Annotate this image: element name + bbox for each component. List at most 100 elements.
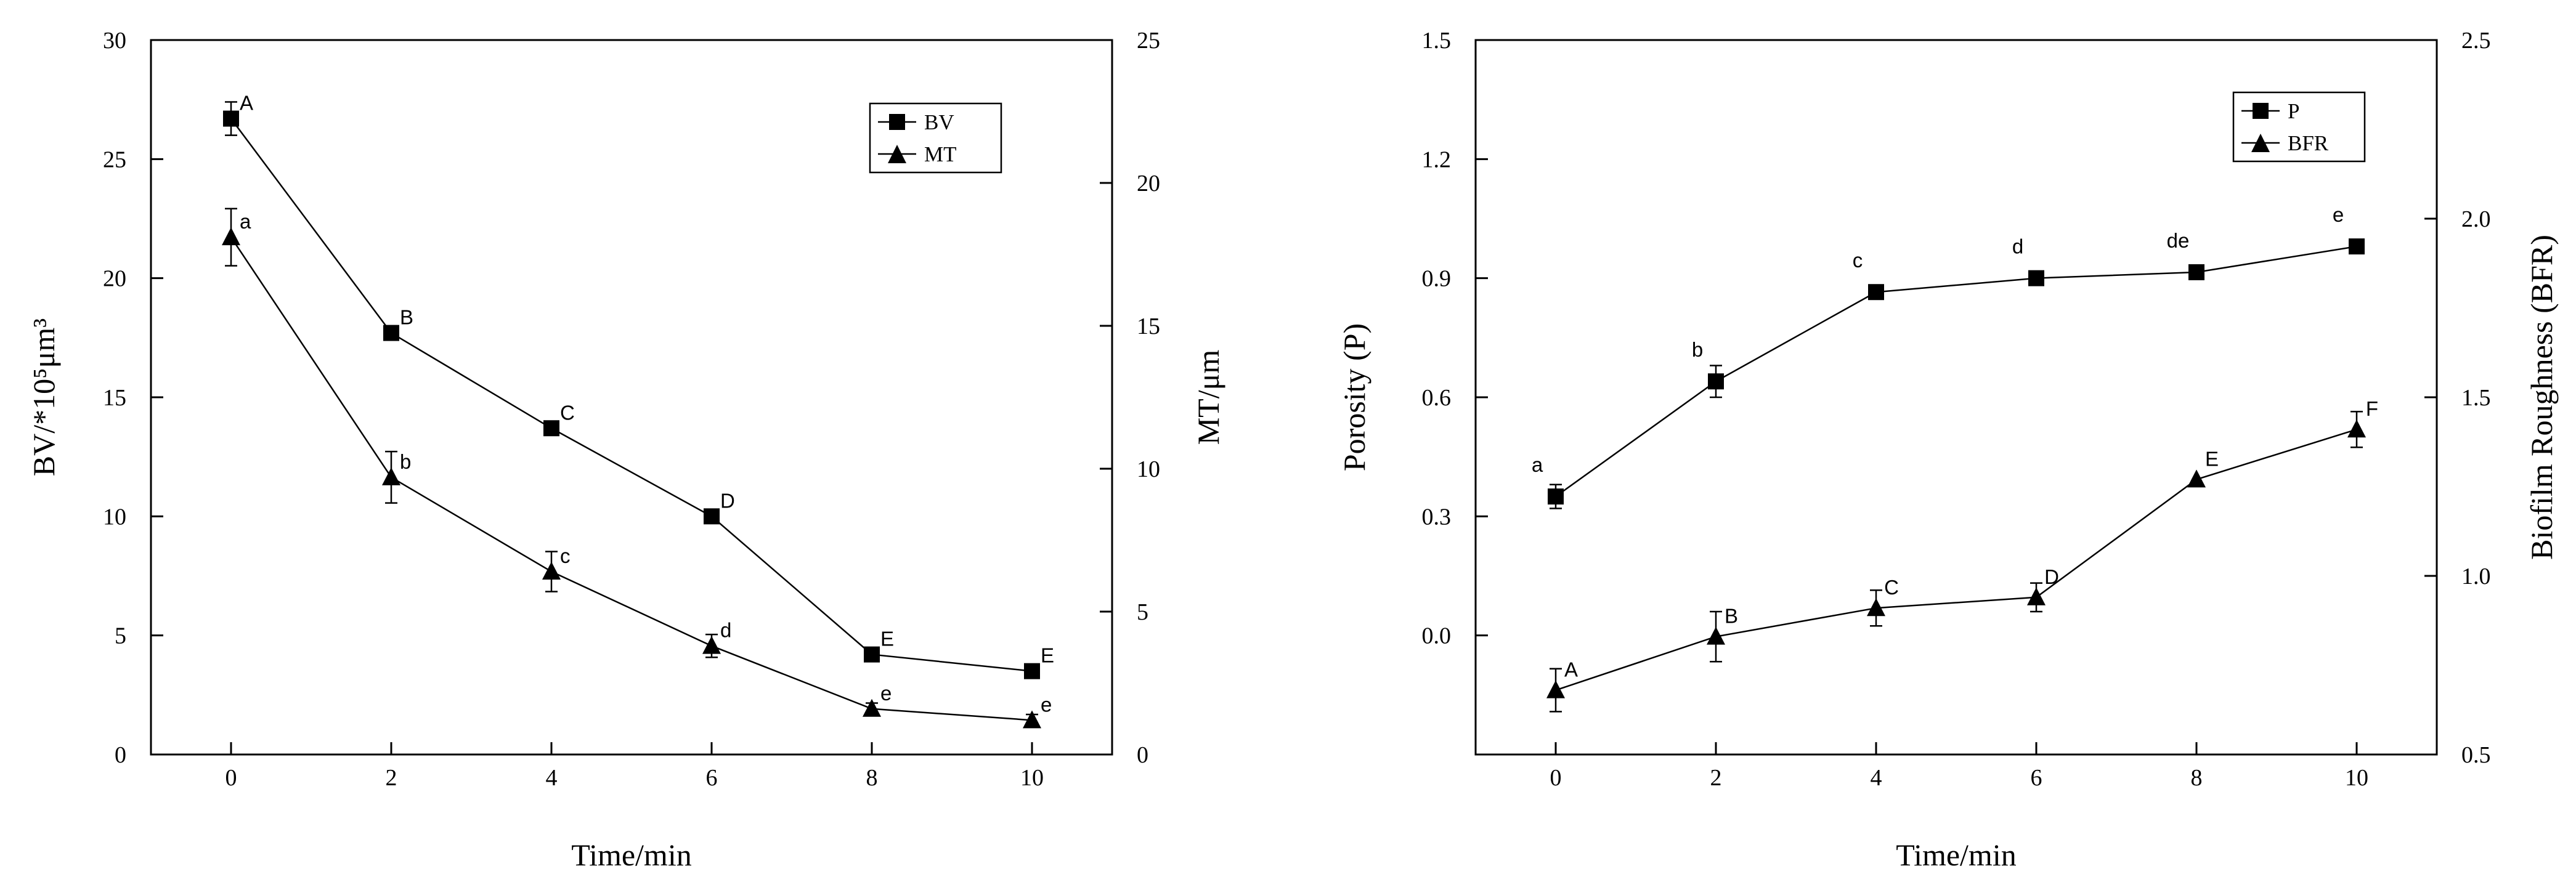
markers — [1546, 238, 2366, 713]
y-tick-label-left: 1.5 — [1422, 28, 1452, 54]
point-label-BFR: E — [2205, 447, 2219, 470]
data-point-BFR — [2027, 587, 2046, 605]
x-ticks: 0 2 4 6 8 10 — [226, 742, 1044, 791]
point-label-BFR: C — [1884, 576, 1899, 599]
left-chart: 0 2 4 6 8 10 0 5 10 15 20 25 30 0 5 10 15 20 25 A B C D E Ea b… — [26, 28, 1225, 872]
point-label-P: b — [1692, 338, 1703, 361]
data-point-BFR — [2347, 419, 2366, 438]
x-tick-label: 6 — [706, 765, 718, 791]
data-point-P — [2028, 270, 2044, 286]
x-tick-label: 8 — [2191, 765, 2203, 791]
legend-entry-2: BFR — [2288, 131, 2329, 155]
y-tick-label-right: 15 — [1137, 314, 1160, 339]
data-point-BV — [864, 646, 880, 663]
y-tick-label-right: 0 — [1137, 742, 1148, 768]
x-tick-label: 2 — [386, 765, 397, 791]
data-point-P — [2349, 238, 2365, 255]
legend-marker-triangle — [888, 145, 906, 163]
y-tick-label-right: 2.0 — [2461, 206, 2491, 232]
point-label-BV: C — [560, 401, 575, 424]
x-tick-label: 6 — [2031, 765, 2042, 791]
y-tick-label-right: 20 — [1137, 171, 1160, 196]
point-labels: a b c d de e A B C D E F — [1532, 203, 2378, 681]
point-label-BFR: F — [2366, 397, 2378, 420]
data-point-MT — [863, 698, 881, 717]
legend: P BFR — [2232, 91, 2366, 163]
y-axis-label-right: Biofilm Roughness (BFR) — [2524, 235, 2559, 560]
x-tick-label: 0 — [1550, 765, 1562, 791]
x-tick-label: 4 — [1871, 765, 1882, 791]
x-ticks: 0 2 4 6 8 10 — [1550, 742, 2368, 791]
y-ticks-left: 0 5 10 15 20 25 30 — [103, 28, 163, 768]
point-label-MT: b — [400, 450, 411, 473]
y-tick-label-left: 0.0 — [1422, 623, 1452, 649]
y-tick-label-right: 1.5 — [2461, 385, 2491, 411]
x-axis-label: Time/min — [571, 838, 691, 872]
data-point-BV — [1024, 663, 1040, 679]
markers — [222, 101, 1041, 729]
y-tick-label-right: 1.0 — [2461, 564, 2491, 589]
x-tick-label: 10 — [1020, 765, 1044, 791]
data-point-MT — [222, 227, 240, 246]
legend: BV MT — [869, 102, 1002, 174]
right-chart: 0 2 4 6 8 10 0.0 0.3 0.6 0.9 1.2 1.5 0.5 1.0 1.5 2.0 2… — [1337, 28, 2559, 872]
legend-entry-1: P — [2288, 99, 2299, 123]
y-ticks-right: 0.5 1.0 1.5 2.0 2.5 — [2424, 28, 2491, 768]
y-tick-label-left: 1.2 — [1422, 147, 1452, 172]
x-axis-label: Time/min — [1896, 838, 2016, 872]
point-label-BV: A — [240, 92, 253, 115]
point-label-MT: d — [720, 619, 731, 642]
point-label-MT: e — [880, 682, 892, 705]
y-tick-label-right: 10 — [1137, 456, 1160, 482]
point-label-P: e — [2333, 203, 2344, 226]
y-tick-label-left: 25 — [103, 147, 126, 172]
y-tick-label-left: 30 — [103, 28, 126, 54]
y-axis-label-right: MT/μm — [1191, 350, 1225, 445]
data-point-BFR — [1546, 680, 1565, 698]
series-line-BFR — [1555, 429, 2357, 691]
y-tick-label-left: 0.9 — [1422, 266, 1452, 292]
point-label-P: d — [2012, 235, 2023, 258]
y-tick-label-left: 0.6 — [1422, 385, 1452, 411]
series-line-P — [1555, 245, 2357, 498]
legend-entry-2: MT — [924, 142, 957, 166]
y-tick-label-left: 0.3 — [1422, 504, 1452, 530]
x-tick-label: 0 — [226, 765, 237, 791]
series-line-MT — [230, 237, 1033, 721]
point-labels: A B C D E Ea b c d e e — [240, 92, 1054, 716]
point-label-BV: E — [1041, 644, 1054, 667]
point-label-BFR: D — [2044, 565, 2059, 588]
x-tick-label: 10 — [2345, 765, 2368, 791]
data-point-BFR — [1707, 626, 1725, 645]
point-label-MT: c — [560, 544, 571, 567]
y-axis-label-left: BV/*10⁵μm³ — [26, 318, 61, 476]
y-tick-label-left: 10 — [103, 504, 126, 530]
y-tick-label-right: 2.5 — [2461, 28, 2491, 54]
x-tick-label: 2 — [1710, 765, 1722, 791]
y-tick-label-left: 5 — [115, 623, 126, 649]
legend-entry-1: BV — [924, 110, 954, 134]
data-point-MT — [542, 562, 561, 580]
x-tick-label: 8 — [866, 765, 878, 791]
legend-marker-square — [2253, 103, 2269, 119]
point-label-P: a — [1532, 453, 1543, 476]
point-label-BV: E — [880, 628, 894, 650]
series-line-BV — [230, 118, 1033, 672]
y-axis-label-left: Porosity (P) — [1337, 323, 1371, 471]
data-point-MT — [702, 636, 721, 654]
data-point-P — [1868, 284, 1884, 301]
point-label-BFR: A — [1564, 658, 1578, 681]
series-lines — [1555, 245, 2357, 691]
legend-marker-triangle — [2251, 134, 2270, 152]
point-label-BV: B — [400, 306, 413, 329]
point-label-BV: D — [720, 489, 735, 512]
data-point-MT — [382, 467, 400, 485]
data-point-BV — [383, 325, 399, 341]
y-tick-label-right: 0.5 — [2461, 742, 2491, 768]
data-point-BV — [543, 420, 559, 437]
data-point-BFR — [1867, 598, 1885, 617]
y-tick-label-left: 15 — [103, 385, 126, 411]
point-label-MT: a — [240, 210, 251, 233]
point-label-BFR: B — [1725, 605, 1738, 628]
data-point-P — [1708, 373, 1724, 390]
